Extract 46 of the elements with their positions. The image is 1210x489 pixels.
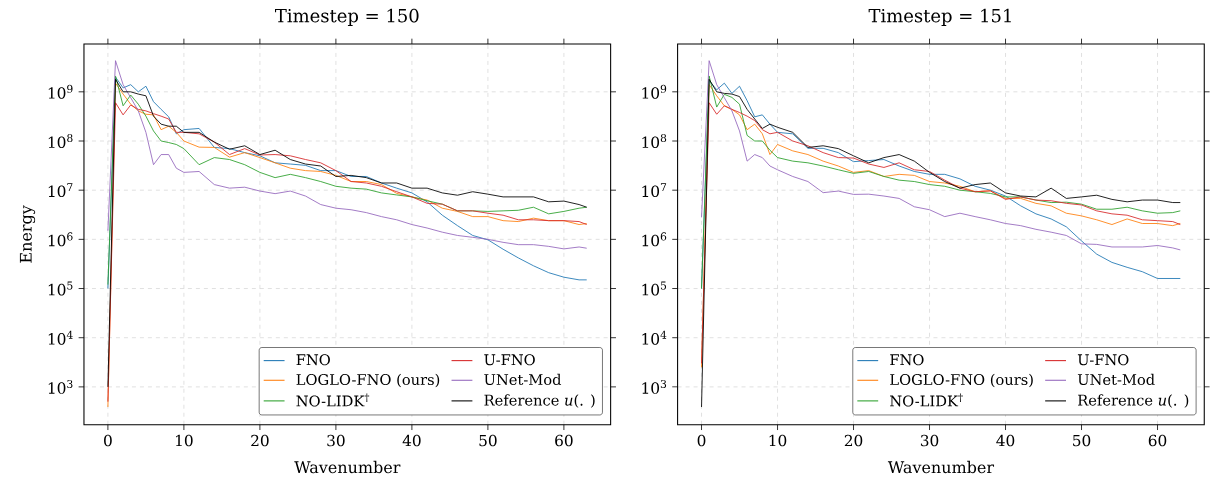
y-tick-label: 10$^{9}$ bbox=[642, 84, 667, 99]
legend-label: U-FNO bbox=[1077, 354, 1129, 366]
x-tick-label: 50 bbox=[1073, 434, 1091, 447]
legend-label: NO-LIDK$^{†}$ bbox=[296, 393, 370, 407]
y-tick-label: 10$^{6}$ bbox=[642, 232, 667, 247]
x-tick-label: 10 bbox=[176, 434, 193, 447]
y-tick-label: 10$^{3}$ bbox=[642, 380, 667, 395]
x-tick-label: 0 bbox=[697, 434, 706, 447]
y-tick-label: 10$^{7}$ bbox=[48, 183, 73, 198]
y-tick-label: 10$^{4}$ bbox=[642, 330, 667, 345]
y-tick-label: 10$^{5}$ bbox=[48, 281, 73, 296]
legend-label: LOGLO-FNO (ours) bbox=[890, 373, 1033, 388]
legend-label: LOGLO-FNO (ours) bbox=[296, 373, 440, 388]
chart-title: Timestep = 150 bbox=[275, 9, 419, 27]
x-tick-label: 10 bbox=[769, 434, 787, 447]
legend-label: FNO bbox=[890, 354, 924, 366]
x-tick-label: 0 bbox=[104, 434, 112, 447]
x-tick-label: 40 bbox=[996, 434, 1015, 447]
x-tick-label: 20 bbox=[251, 434, 269, 447]
legend-label: Reference u(. ) bbox=[484, 394, 595, 408]
y-tick-label: 10$^{8}$ bbox=[642, 134, 667, 149]
legend-label: FNO bbox=[296, 354, 330, 366]
legend-label: NO-LIDK$^{†}$ bbox=[890, 393, 963, 407]
x-tick-label: 40 bbox=[402, 434, 421, 447]
x-tick-label: 30 bbox=[920, 434, 939, 447]
y-tick-label: 10$^{9}$ bbox=[48, 84, 73, 99]
y-tick-label: 10$^{4}$ bbox=[48, 330, 73, 345]
x-tick-label: 60 bbox=[1148, 434, 1167, 447]
x-axis-title: Wavenumber bbox=[887, 461, 995, 474]
y-tick-label: 10$^{3}$ bbox=[48, 380, 73, 395]
x-axis-title: Wavenumber bbox=[294, 461, 401, 474]
y-tick-label: 10$^{6}$ bbox=[48, 232, 73, 247]
x-tick-label: 60 bbox=[555, 434, 573, 447]
x-tick-label: 50 bbox=[479, 434, 497, 447]
chart-title: Timestep = 151 bbox=[868, 9, 1011, 27]
legend-label: UNet-Mod bbox=[1077, 373, 1155, 386]
y-tick-label: 10$^{5}$ bbox=[642, 281, 667, 296]
y-tick-label: 10$^{8}$ bbox=[48, 134, 73, 149]
line-series bbox=[107, 60, 588, 250]
legend-label: UNet-Mod bbox=[484, 373, 562, 386]
legend-label: Reference u(. ) bbox=[1078, 394, 1189, 408]
y-axis-title: Energy bbox=[19, 205, 36, 263]
x-tick-label: 30 bbox=[327, 434, 345, 447]
y-tick-label: 10$^{7}$ bbox=[642, 183, 667, 198]
x-tick-label: 20 bbox=[844, 434, 863, 447]
legend-label: U-FNO bbox=[484, 354, 535, 366]
